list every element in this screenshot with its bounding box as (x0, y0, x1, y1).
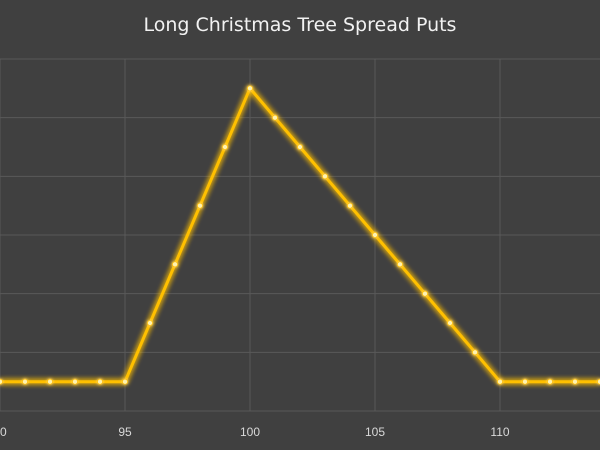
x-tick-label: 100 (240, 425, 260, 439)
data-point (522, 378, 529, 385)
data-point (346, 202, 353, 209)
data-point (547, 378, 554, 385)
data-point (597, 378, 600, 385)
data-point (271, 114, 278, 121)
data-point (221, 143, 228, 150)
x-axis-labels: 90 95 100 105 110 (0, 425, 510, 439)
chart-title: Long Christmas Tree Spread Puts (143, 14, 457, 36)
data-point (446, 319, 453, 326)
data-point (246, 85, 253, 92)
x-tick-label: 90 (0, 425, 7, 439)
data-point (21, 378, 28, 385)
data-point (321, 173, 328, 180)
data-point (47, 378, 54, 385)
data-point (572, 378, 579, 385)
data-point (0, 378, 3, 385)
data-point (296, 143, 303, 150)
data-point (471, 349, 478, 356)
data-point (171, 261, 178, 268)
data-point (196, 202, 203, 209)
x-tick-label: 105 (365, 425, 385, 439)
grid-layer (0, 58, 600, 412)
marker-layer (0, 85, 600, 385)
data-point (421, 290, 428, 297)
data-point (97, 378, 104, 385)
data-point (396, 261, 403, 268)
data-point (122, 378, 129, 385)
x-tick-label: 110 (490, 425, 509, 439)
x-tick-label: 95 (118, 425, 132, 439)
data-point (371, 231, 378, 238)
data-point (72, 378, 79, 385)
data-point (146, 319, 153, 326)
data-point (496, 378, 503, 385)
